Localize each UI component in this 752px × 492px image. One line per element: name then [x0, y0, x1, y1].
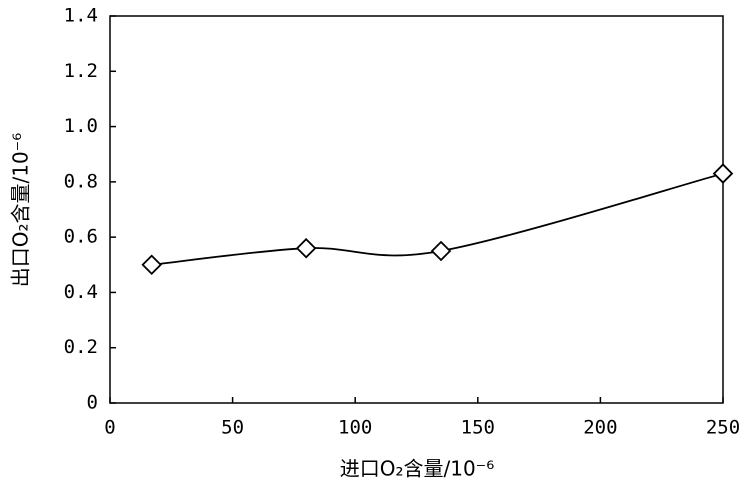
data-marker: [141, 254, 162, 276]
x-tick-label: 250: [706, 417, 740, 439]
plot-frame: [109, 15, 724, 404]
y-tick-label: 1.0: [64, 115, 98, 137]
x-tick-label: 200: [583, 417, 617, 439]
y-tick-label: 0.6: [64, 226, 98, 248]
y-tick-label: 0.8: [64, 170, 98, 192]
x-tick-label: 150: [461, 417, 495, 439]
x-tick-label: 50: [221, 417, 244, 439]
x-axis-title: 进口O₂含量/10⁻⁶: [340, 457, 495, 481]
y-tick-label: 0: [87, 392, 98, 414]
y-tick-label: 0.2: [64, 336, 98, 358]
data-marker: [295, 237, 317, 259]
y-tick-label: 1.2: [64, 60, 98, 82]
series-line: [151, 172, 724, 266]
x-tick-label: 0: [104, 417, 115, 439]
data-marker: [712, 163, 734, 184]
data-marker: [430, 240, 452, 262]
y-axis-title: 出口O₂含量/10⁻⁶: [9, 133, 33, 288]
y-tick-label: 0.4: [64, 281, 98, 303]
x-tick-label: 100: [338, 417, 372, 439]
y-tick-label: 1.4: [64, 5, 98, 27]
